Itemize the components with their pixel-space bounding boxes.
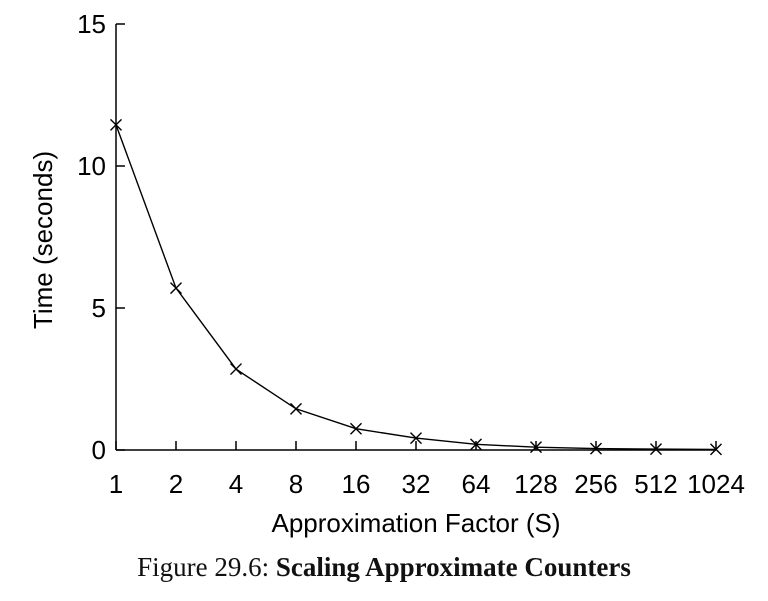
marker-stroke — [590, 442, 602, 455]
data-point-marker — [650, 443, 662, 456]
data-point-marker — [170, 282, 182, 295]
data-point-marker — [110, 118, 122, 131]
line-chart: 0 5 10 15 1 2 4 8 16 32 64 128 256 512 1024 Approxima… — [28, 9, 745, 538]
marker-stroke — [470, 438, 482, 451]
data-point-marker — [290, 402, 302, 415]
x-tick-label: 8 — [289, 469, 303, 499]
marker-stroke — [410, 432, 422, 445]
series-line — [115, 124, 717, 451]
data-point-marker — [530, 441, 542, 454]
x-tick-label: 16 — [342, 469, 371, 499]
data-point-marker — [410, 432, 422, 445]
data-point-marker — [350, 422, 362, 435]
y-axis-ticks: 0 5 10 15 — [77, 9, 125, 465]
y-tick-label: 10 — [77, 151, 106, 181]
x-tick-label: 1024 — [687, 469, 745, 499]
marker-stroke — [710, 443, 722, 456]
x-axis-ticks: 1 2 4 8 16 32 64 128 256 512 1024 — [109, 441, 745, 499]
x-tick-label: 512 — [634, 469, 677, 499]
x-tick-label: 1 — [109, 469, 123, 499]
marker-stroke — [230, 363, 242, 376]
data-point-marker — [230, 363, 242, 376]
x-tick-label: 32 — [402, 469, 431, 499]
y-axis-title: Time (seconds) — [28, 151, 58, 329]
data-point-marker — [710, 443, 722, 456]
x-tick-label: 256 — [574, 469, 617, 499]
marker-stroke — [110, 118, 122, 131]
data-point-marker — [470, 438, 482, 451]
y-tick-label: 5 — [92, 293, 106, 323]
marker-stroke — [350, 422, 362, 435]
marker-stroke — [170, 282, 182, 295]
y-tick-label: 0 — [92, 435, 106, 465]
figure-caption-title: Scaling Approximate Counters — [275, 552, 631, 582]
marker-stroke — [290, 402, 302, 415]
x-tick-label: 64 — [462, 469, 491, 499]
x-axis-title: Approximation Factor (S) — [272, 508, 561, 538]
chart-axes — [115, 24, 716, 451]
figure-caption-prefix: Figure 29.6: — [137, 552, 270, 582]
marker-stroke — [650, 443, 662, 456]
y-tick-label: 15 — [77, 9, 106, 39]
x-tick-label: 4 — [229, 469, 243, 499]
figure-caption: Figure 29.6: Scaling Approximate Counter… — [0, 552, 768, 583]
marker-stroke — [530, 441, 542, 454]
x-tick-label: 2 — [169, 469, 183, 499]
x-tick-label: 128 — [514, 469, 557, 499]
data-point-marker — [590, 442, 602, 455]
chart-series — [110, 118, 722, 456]
